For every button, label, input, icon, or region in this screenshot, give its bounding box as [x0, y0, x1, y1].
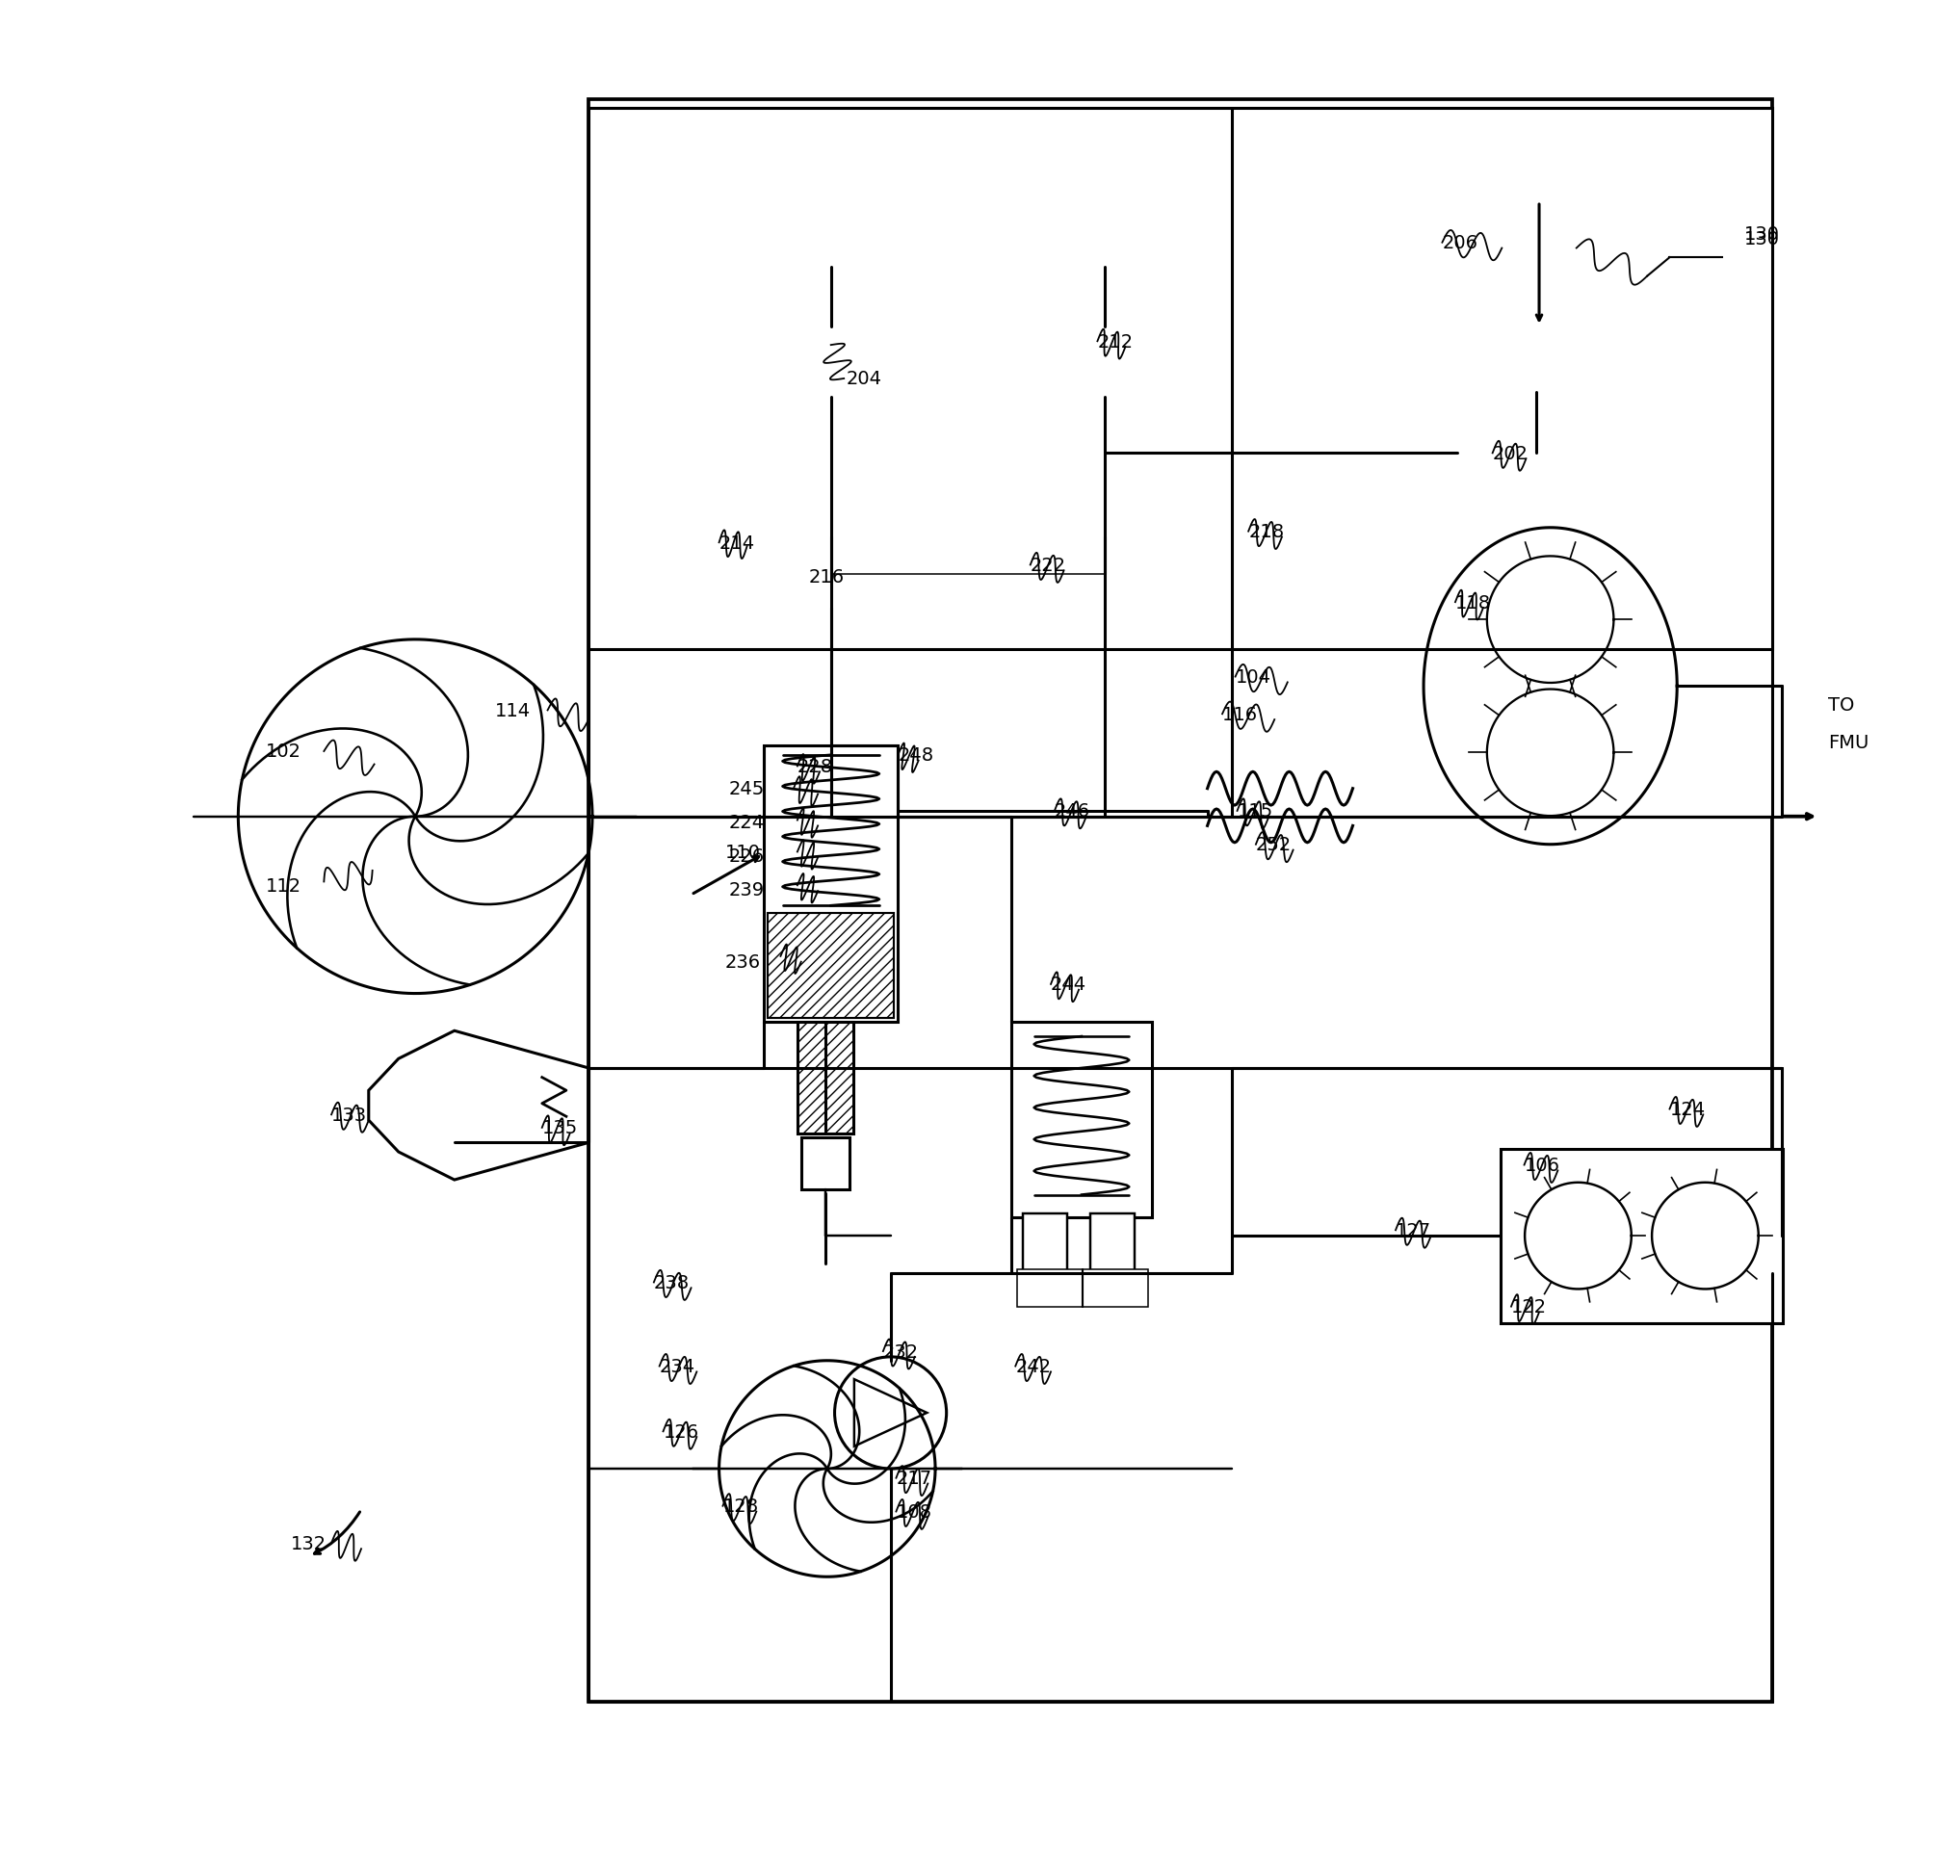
- Bar: [1023, 1214, 1068, 1274]
- Text: 102: 102: [267, 743, 302, 762]
- Text: 248: 248: [898, 747, 933, 765]
- Text: 238: 238: [655, 1274, 690, 1293]
- Text: 224: 224: [729, 814, 764, 831]
- Text: 234: 234: [659, 1356, 696, 1375]
- Bar: [635, 285, 1511, 574]
- Text: 128: 128: [723, 1497, 759, 1516]
- Text: 212: 212: [1098, 332, 1133, 351]
- Text: 106: 106: [1525, 1156, 1560, 1174]
- Bar: [1499, 1148, 1784, 1323]
- Text: 124: 124: [1670, 1099, 1705, 1118]
- Bar: [635, 351, 1511, 398]
- Text: 135: 135: [543, 1118, 578, 1137]
- Text: 130: 130: [1744, 225, 1780, 244]
- Bar: [1017, 1270, 1149, 1308]
- Text: 116: 116: [1223, 705, 1258, 724]
- Bar: [1107, 538, 1227, 608]
- Bar: [588, 109, 1772, 816]
- Text: 232: 232: [884, 1343, 919, 1360]
- Text: 127: 127: [1396, 1221, 1431, 1240]
- Text: 217: 217: [896, 1469, 931, 1488]
- Text: 118: 118: [1454, 593, 1492, 612]
- Text: 226: 226: [729, 846, 764, 865]
- Bar: [678, 398, 1490, 514]
- Bar: [1456, 206, 1615, 326]
- Text: 214: 214: [719, 535, 755, 552]
- Bar: [1011, 1022, 1151, 1218]
- Text: 112: 112: [267, 876, 302, 895]
- Bar: [733, 538, 855, 608]
- Text: 236: 236: [725, 953, 760, 972]
- Bar: [764, 747, 898, 1022]
- Bar: [1107, 326, 1227, 398]
- Text: 132: 132: [290, 1535, 325, 1553]
- Text: 110: 110: [725, 842, 760, 861]
- Text: 246: 246: [1054, 803, 1090, 820]
- Text: 218: 218: [1249, 523, 1284, 540]
- Text: 204: 204: [847, 370, 882, 388]
- Text: 239: 239: [729, 880, 764, 899]
- Text: 222: 222: [1031, 557, 1066, 574]
- Text: 114: 114: [496, 702, 531, 720]
- Bar: [768, 914, 894, 1019]
- Text: 245: 245: [729, 780, 764, 797]
- Bar: [733, 326, 855, 398]
- Text: 108: 108: [896, 1503, 931, 1521]
- Text: 216: 216: [809, 568, 845, 585]
- Text: 115: 115: [1237, 803, 1274, 820]
- Text: 130: 130: [1744, 231, 1780, 250]
- Bar: [1490, 323, 1586, 392]
- Text: 252: 252: [1256, 835, 1292, 854]
- Text: FMU: FMU: [1829, 734, 1868, 752]
- Bar: [798, 1022, 853, 1133]
- Text: 228: 228: [798, 758, 833, 777]
- Bar: [802, 1137, 849, 1189]
- Bar: [588, 109, 1772, 649]
- Text: 206: 206: [1443, 234, 1478, 253]
- Bar: [588, 99, 1772, 1702]
- Text: 122: 122: [1511, 1298, 1546, 1315]
- Text: 242: 242: [1015, 1356, 1051, 1375]
- Text: 244: 244: [1051, 976, 1086, 994]
- Bar: [1090, 1214, 1135, 1274]
- Text: 126: 126: [662, 1422, 700, 1441]
- Text: 104: 104: [1235, 668, 1270, 687]
- Bar: [635, 505, 1511, 533]
- Text: TO: TO: [1829, 696, 1854, 715]
- Text: 133: 133: [331, 1105, 367, 1124]
- Text: 202: 202: [1494, 445, 1529, 463]
